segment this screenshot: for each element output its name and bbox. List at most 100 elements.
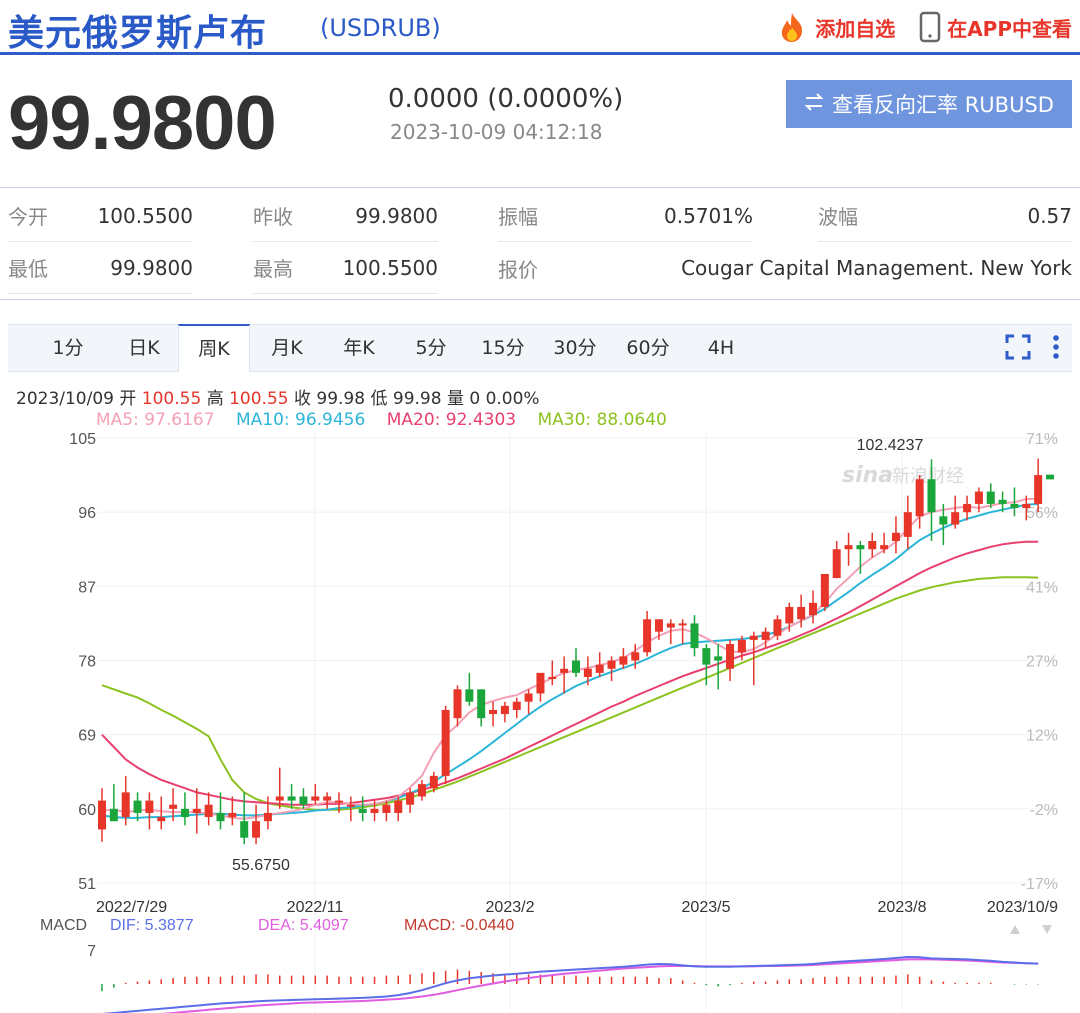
- tab-15min[interactable]: 15分: [481, 337, 525, 359]
- candle-body: [619, 656, 628, 665]
- tab-weekly[interactable]: 周K: [178, 324, 250, 372]
- candle-body: [109, 808, 118, 822]
- reverse-rate-button[interactable]: 查看反向汇率 RUBUSD: [786, 80, 1072, 128]
- prev-close-value: 99.9800: [355, 204, 438, 228]
- info-high-label: 高: [206, 389, 224, 409]
- price-change: 0.0000 (0.0000%): [388, 84, 624, 114]
- scroll-down-icon: [1042, 925, 1052, 934]
- swap-arrows-icon: [804, 92, 824, 116]
- view-in-app-button[interactable]: 在APP中查看: [919, 11, 1072, 43]
- candle-body: [465, 689, 474, 702]
- candle-body: [856, 545, 865, 550]
- candle-body: [311, 796, 320, 801]
- phone-icon: [919, 11, 941, 43]
- candle-body: [915, 479, 924, 517]
- pct-tick-label: 56%: [1026, 505, 1058, 522]
- candle-body: [726, 644, 735, 669]
- tab-daily[interactable]: 日K: [128, 337, 160, 359]
- candle-body: [714, 656, 723, 661]
- candle-body: [560, 668, 569, 673]
- candle-body: [346, 804, 355, 807]
- candle-body: [441, 709, 450, 776]
- chart-background: [0, 428, 1080, 898]
- candle-body: [1046, 474, 1054, 480]
- candle-body: [500, 705, 509, 715]
- candle-body: [963, 503, 972, 513]
- macd-value-label: MACD: -0.0440: [404, 917, 514, 934]
- wave-label: 波幅: [818, 190, 1072, 242]
- candle-body: [323, 796, 332, 801]
- y-tick-label: 78: [78, 654, 96, 671]
- candle-body: [690, 623, 699, 649]
- ma10-line: [101, 502, 1039, 819]
- kline-chart[interactable]: 105 71% 96 56% 87 41% 78 27% 69 12% 60 -2% 51 -17% sin…: [0, 428, 1080, 1013]
- candle-body: [773, 619, 782, 636]
- high-label: 最高: [253, 242, 438, 294]
- candle-body: [1034, 475, 1043, 504]
- more-options-icon[interactable]: [1052, 333, 1060, 365]
- fullscreen-icon[interactable]: [1004, 333, 1032, 365]
- y-tick-label: 96: [78, 505, 96, 522]
- current-price: 99.9800: [8, 81, 277, 166]
- pair-code: (USDRUB): [320, 14, 441, 42]
- candle-body: [891, 532, 900, 542]
- candle-body: [287, 796, 296, 801]
- candle-body: [192, 808, 201, 813]
- candle-body: [998, 499, 1007, 504]
- quote-time: 2023-10-09 04:12:18: [390, 120, 603, 144]
- add-watchlist-button[interactable]: 添加自选: [775, 10, 895, 44]
- macd-tick-label: 7: [87, 943, 96, 960]
- ma20-label: MA20: 92.4303: [386, 410, 517, 430]
- x-axis-label: 2023/8: [878, 899, 927, 916]
- tab-5min[interactable]: 5分: [415, 337, 447, 359]
- candle-body: [145, 800, 154, 813]
- candle-body: [1022, 503, 1031, 509]
- x-axis-label: 2022/11: [287, 899, 344, 916]
- min-label: 55.6750: [232, 857, 290, 874]
- candle-body: [666, 623, 675, 628]
- pct-tick-label: 12%: [1026, 728, 1058, 745]
- candle-body: [370, 808, 379, 813]
- candle-body: [121, 792, 130, 818]
- x-axis-label: 2023/10/9: [987, 899, 1058, 916]
- candle-body: [358, 808, 367, 813]
- candle-body: [737, 639, 746, 653]
- info-close-label: 收: [293, 389, 311, 409]
- tab-60min[interactable]: 60分: [626, 337, 670, 359]
- pct-tick-label: 71%: [1026, 431, 1058, 448]
- y-tick-label: 51: [78, 876, 96, 893]
- open-label: 今开: [8, 190, 193, 242]
- candle-body: [702, 648, 711, 665]
- dea-label: DEA: 5.4097: [258, 917, 349, 934]
- candle-body: [240, 821, 249, 838]
- candle-body: [382, 804, 391, 813]
- pct-tick-label: 27%: [1026, 654, 1058, 671]
- flame-icon: [775, 10, 809, 44]
- ma5-label: MA5: 97.6167: [96, 410, 215, 430]
- ma-legend: MA5: 97.6167 MA10: 96.9456 MA20: 92.4303…: [96, 410, 683, 430]
- tab-1min[interactable]: 1分: [52, 337, 84, 359]
- candle-body: [204, 804, 213, 818]
- candle-body: [548, 676, 557, 679]
- info-vol: 0 0.00%: [469, 389, 540, 409]
- tab-yearly[interactable]: 年K: [343, 337, 375, 359]
- chart-tools: [1004, 333, 1060, 365]
- tab-30min[interactable]: 30分: [553, 337, 597, 359]
- ma20-line: [101, 540, 1039, 806]
- ma30-line: [101, 576, 1039, 811]
- tab-monthly[interactable]: 月K: [271, 337, 303, 359]
- candle-body: [939, 516, 948, 525]
- candle-body: [453, 689, 462, 719]
- candle-body: [797, 606, 806, 620]
- candle-body: [974, 491, 983, 504]
- stats-table: 今开 100.5500 昨收 99.9800 振幅 0.5701% 波幅 0.5…: [0, 190, 1080, 300]
- low-value: 99.9800: [110, 256, 193, 280]
- tab-4h[interactable]: 4H: [707, 337, 735, 359]
- info-open-label: 开: [119, 389, 137, 409]
- pct-tick-label: 41%: [1026, 579, 1058, 596]
- y-tick-label: 60: [78, 802, 96, 819]
- info-vol-label: 量: [446, 389, 464, 409]
- candle-body: [678, 623, 687, 626]
- candle-body: [927, 479, 936, 513]
- candle-body: [809, 602, 817, 616]
